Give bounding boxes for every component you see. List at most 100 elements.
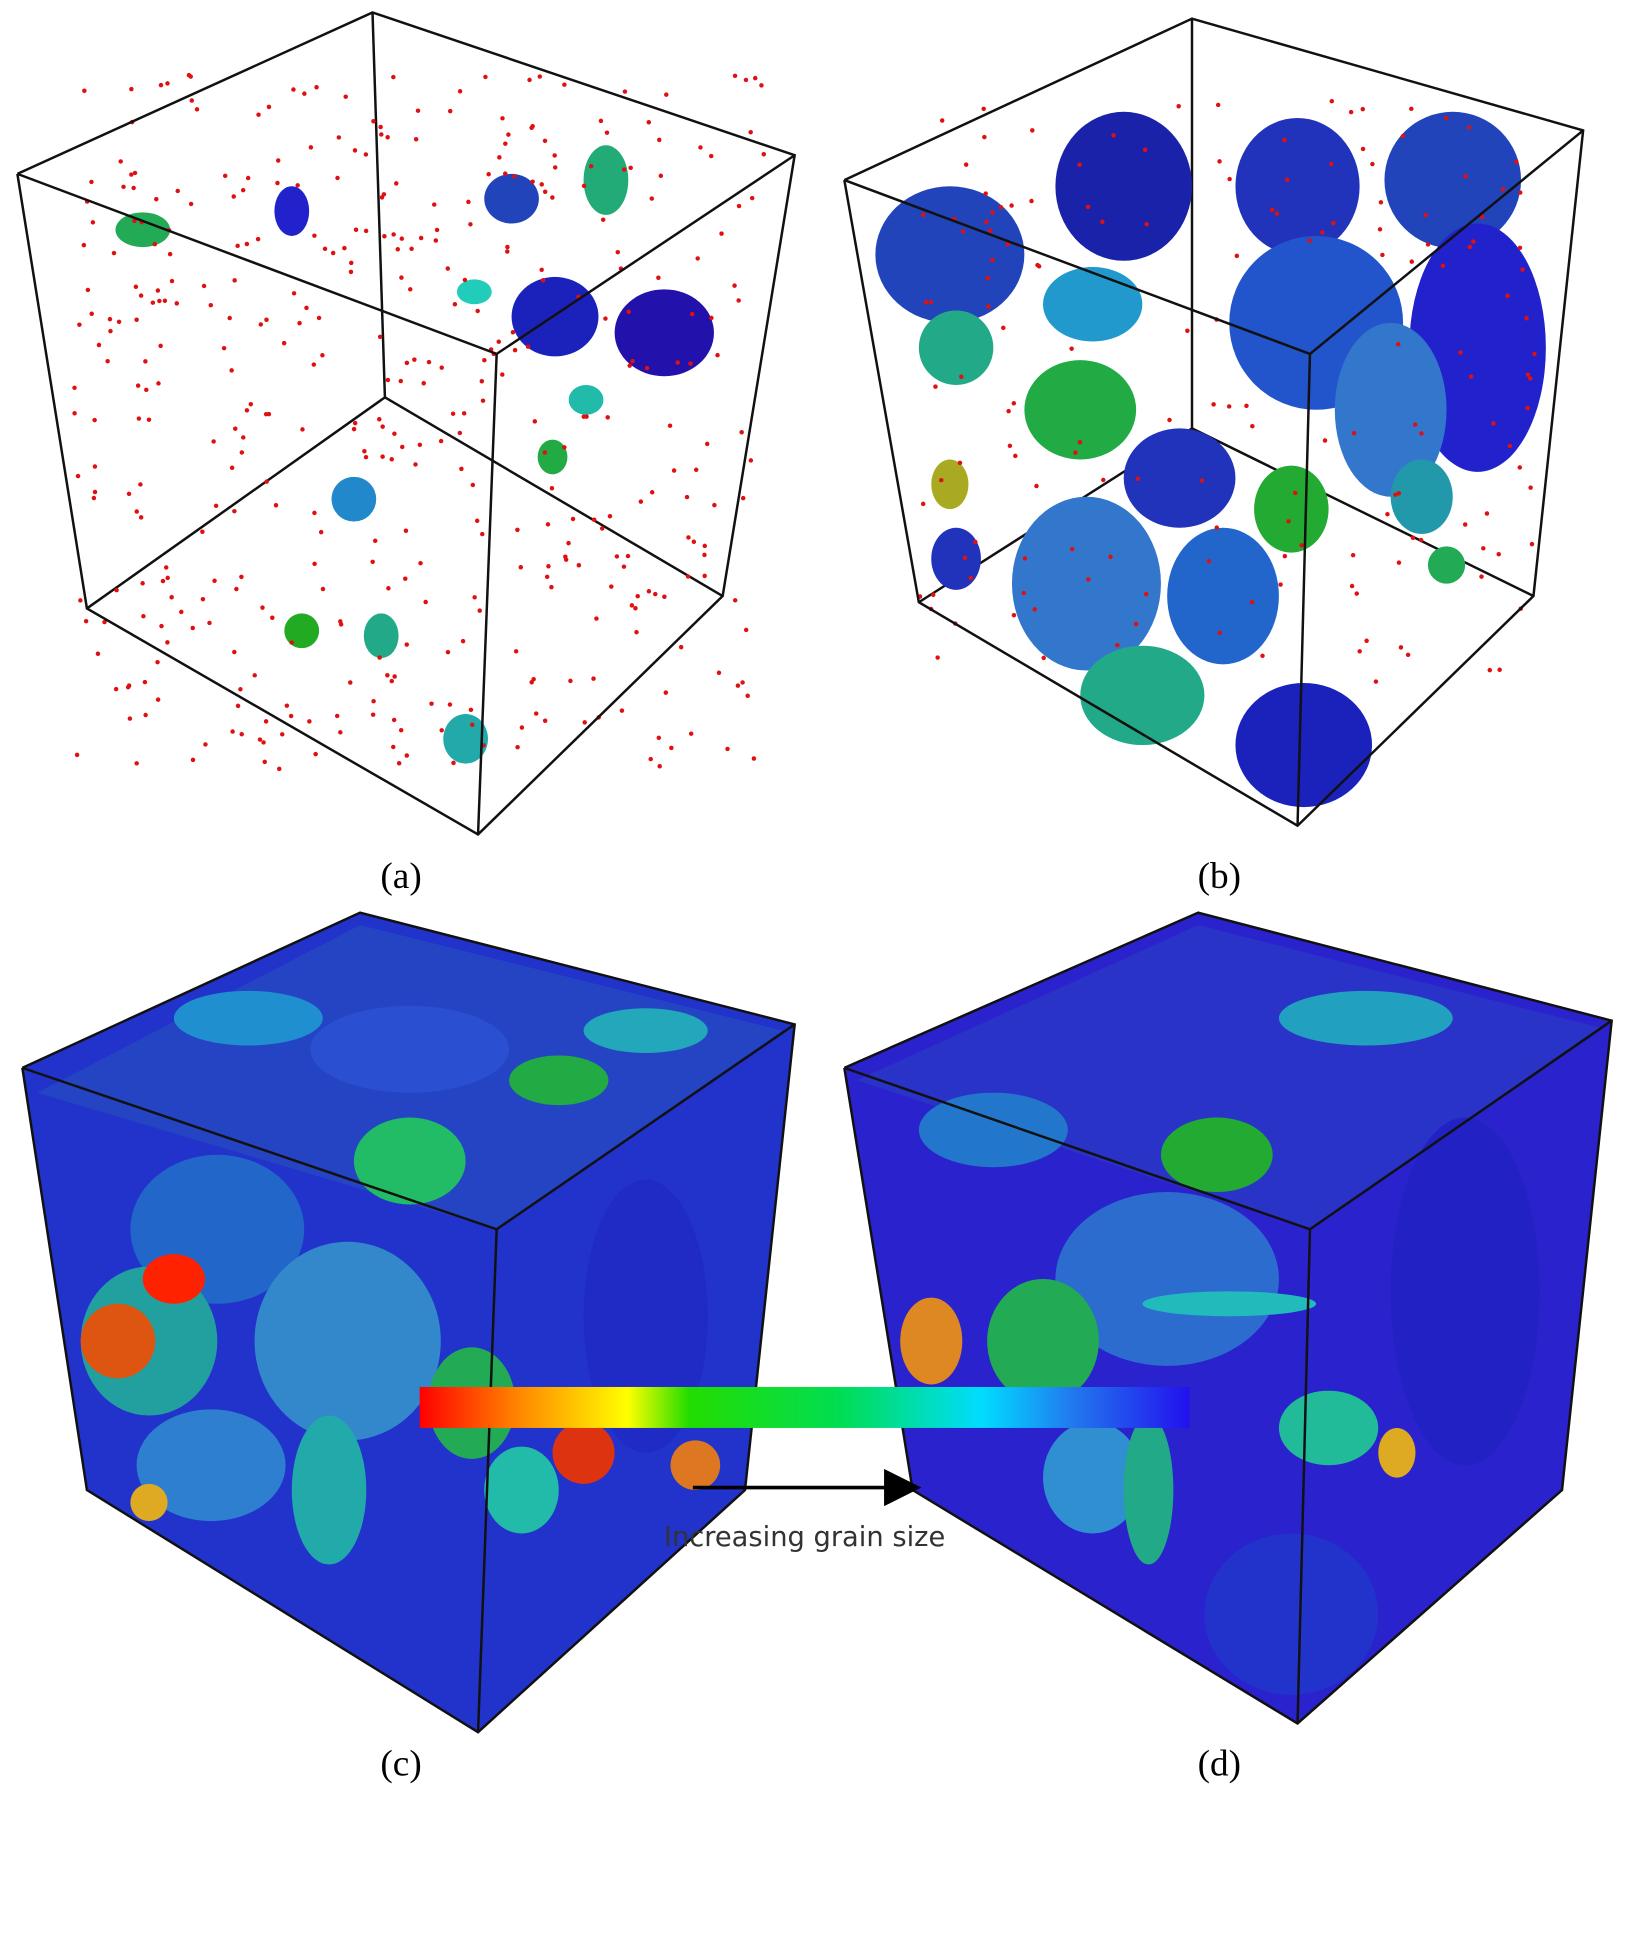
atom <box>530 179 535 184</box>
atom <box>1176 104 1181 109</box>
atom <box>702 573 707 579</box>
atom <box>1351 430 1357 436</box>
atom <box>675 360 680 365</box>
atom <box>1440 263 1446 269</box>
atom <box>111 250 117 256</box>
atom <box>562 445 567 450</box>
atom <box>981 106 986 112</box>
atom <box>377 334 383 340</box>
atom <box>312 561 317 567</box>
atom <box>1377 227 1383 232</box>
atom <box>277 766 282 772</box>
atom <box>75 473 81 479</box>
atom <box>622 89 628 94</box>
atom <box>576 562 582 568</box>
atom <box>1349 583 1355 589</box>
atom <box>716 670 722 676</box>
atom <box>239 450 245 455</box>
atom <box>256 112 261 117</box>
atom <box>245 175 251 181</box>
atom <box>371 119 376 124</box>
atom <box>1378 200 1384 205</box>
atom <box>213 503 219 509</box>
atom <box>146 417 152 422</box>
atom <box>169 595 174 600</box>
atom <box>732 73 738 79</box>
atom <box>480 398 486 403</box>
atom <box>1013 453 1018 459</box>
atom <box>232 278 237 283</box>
atom <box>743 77 749 83</box>
atom <box>336 135 342 140</box>
atom <box>396 761 402 766</box>
atom <box>302 91 307 96</box>
atom <box>418 235 424 241</box>
atom <box>83 618 89 624</box>
atom <box>657 137 662 143</box>
atom <box>1217 159 1222 164</box>
atom <box>297 320 302 326</box>
atom <box>90 220 96 225</box>
atom <box>244 241 250 247</box>
atom <box>234 586 239 592</box>
atom <box>702 552 707 558</box>
atom <box>1468 374 1474 379</box>
atom <box>311 362 317 367</box>
atom <box>935 655 940 660</box>
atom <box>1142 147 1148 152</box>
atom <box>391 74 396 80</box>
atom <box>732 283 737 288</box>
atom <box>108 328 113 334</box>
atom <box>72 385 77 391</box>
atom <box>506 132 511 137</box>
atom <box>1496 551 1501 557</box>
atom <box>1491 421 1496 426</box>
atom <box>266 104 272 110</box>
atom <box>1412 422 1418 427</box>
atom <box>1463 174 1468 179</box>
atom <box>445 649 451 655</box>
atom <box>1069 346 1074 351</box>
cube-edge <box>1296 1229 1312 1724</box>
atom <box>715 352 720 358</box>
panel-label: (b) <box>1198 856 1241 897</box>
atom <box>740 495 746 501</box>
atom <box>689 311 695 317</box>
atom <box>749 195 755 201</box>
atom <box>539 182 544 187</box>
atom <box>380 454 385 459</box>
atom <box>500 116 505 121</box>
atom <box>546 564 551 569</box>
atom <box>621 167 627 172</box>
atom <box>627 363 632 368</box>
atom <box>371 698 376 704</box>
atom <box>244 408 250 413</box>
atom <box>1360 106 1366 112</box>
atom <box>134 509 139 514</box>
atom <box>118 159 123 164</box>
atom <box>353 227 359 232</box>
atom <box>1214 525 1220 530</box>
atom <box>96 342 102 348</box>
atom <box>628 165 633 171</box>
atom <box>264 479 269 484</box>
atom <box>132 170 138 176</box>
atom <box>1331 220 1336 226</box>
atom <box>470 722 475 727</box>
atom <box>973 539 978 545</box>
atom <box>138 482 143 487</box>
atom <box>462 277 468 283</box>
atom <box>678 644 684 650</box>
atom <box>512 347 518 353</box>
atom <box>1100 219 1105 225</box>
atom <box>1022 556 1028 561</box>
atom <box>497 155 502 160</box>
atom <box>140 581 145 586</box>
atom <box>154 196 159 202</box>
atom <box>669 745 674 751</box>
atom <box>1484 511 1490 516</box>
atom <box>486 171 491 177</box>
atom <box>398 378 404 384</box>
atom <box>1006 408 1011 414</box>
atom <box>708 153 714 159</box>
